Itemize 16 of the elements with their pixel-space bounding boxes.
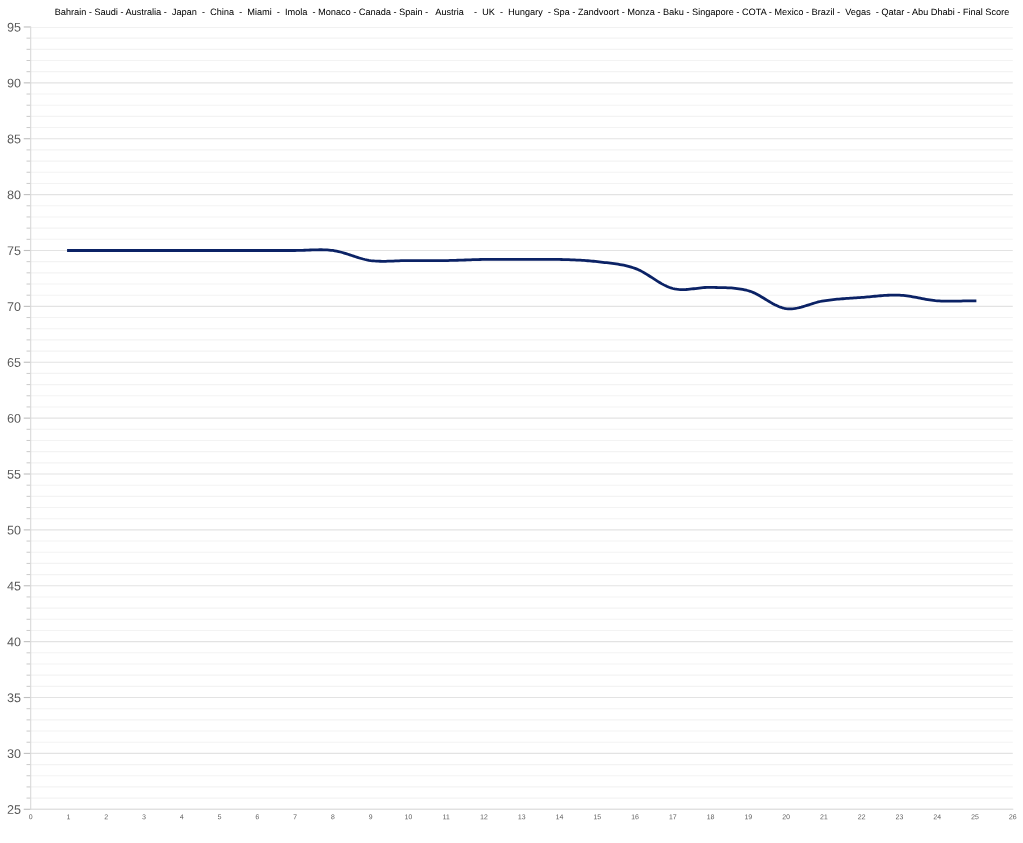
y-tick-label: 60: [7, 413, 21, 423]
y-tick-label: 80: [7, 190, 21, 200]
y-tick-label: 40: [7, 637, 21, 647]
y-tick-label: 65: [7, 358, 21, 367]
y-tick-label: 30: [7, 749, 21, 759]
y-tick-label: 95: [7, 22, 21, 32]
y-tick-label: 70: [7, 302, 21, 312]
y-tick-label: 50: [7, 525, 21, 535]
y-tick-label: 90: [7, 78, 21, 88]
y-tick-label: 55: [7, 469, 21, 479]
y-tick-label: 45: [7, 581, 21, 591]
y-tick-label: 75: [7, 246, 21, 256]
y-tick-label: 35: [7, 693, 21, 703]
y-tick-label: 25: [7, 805, 21, 814]
chart-title: Bahrain - Saudi - Australia - Japan - China - Miami - Imola - Monaco - Canada - Spain - Austria - UK - Hungary - Spa - Zandvoort - Monza - Baku - Singapore - COTA - Mexico - Brazil - Vegas - Qatar - Abu Dhabi - Final Score: [55, 8, 1009, 17]
y-tick-label: 85: [7, 134, 21, 144]
